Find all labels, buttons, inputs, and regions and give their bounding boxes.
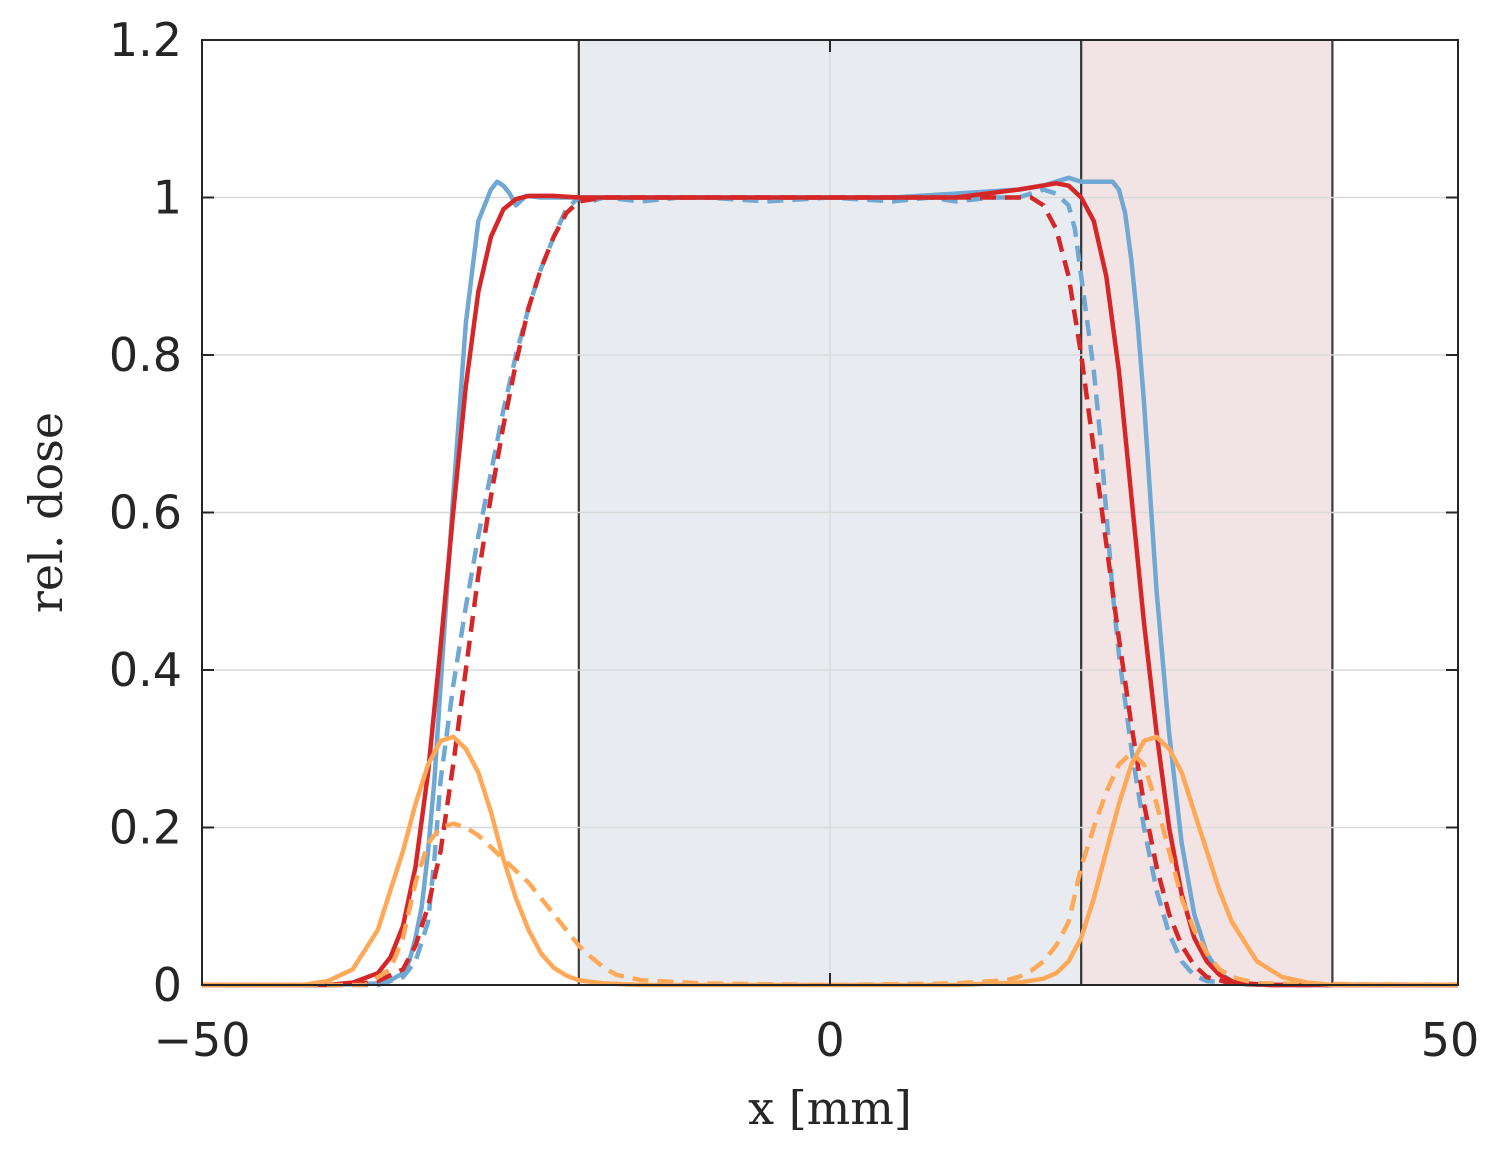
series-line-1 xyxy=(202,187,1458,988)
y-tick-label-6: 1.2 xyxy=(109,13,182,67)
x-tick-label-0: −50 xyxy=(153,1013,250,1067)
y-tick-label-2: 0.4 xyxy=(109,643,182,697)
y-tick-label-0: 0 xyxy=(153,958,182,1012)
y-tick-label-5: 1 xyxy=(153,171,182,225)
y-tick-labels: 0 0.2 0.4 0.6 0.8 1 1.2 xyxy=(109,13,182,1012)
x-axis-label: x [mm] xyxy=(748,1081,912,1135)
y-axis-label: rel. dose xyxy=(19,412,73,613)
series-line-3 xyxy=(202,195,1458,988)
tick-marks xyxy=(201,39,1459,986)
y-tick-label-1: 0.2 xyxy=(109,801,182,855)
x-tick-label-2: 50 xyxy=(1421,1013,1480,1067)
x-tick-label-1: 0 xyxy=(815,1013,844,1067)
y-tick-label-3: 0.6 xyxy=(109,486,182,540)
y-tick-label-4: 0.8 xyxy=(109,328,182,382)
x-tick-labels: −50 0 50 xyxy=(153,1013,1479,1067)
